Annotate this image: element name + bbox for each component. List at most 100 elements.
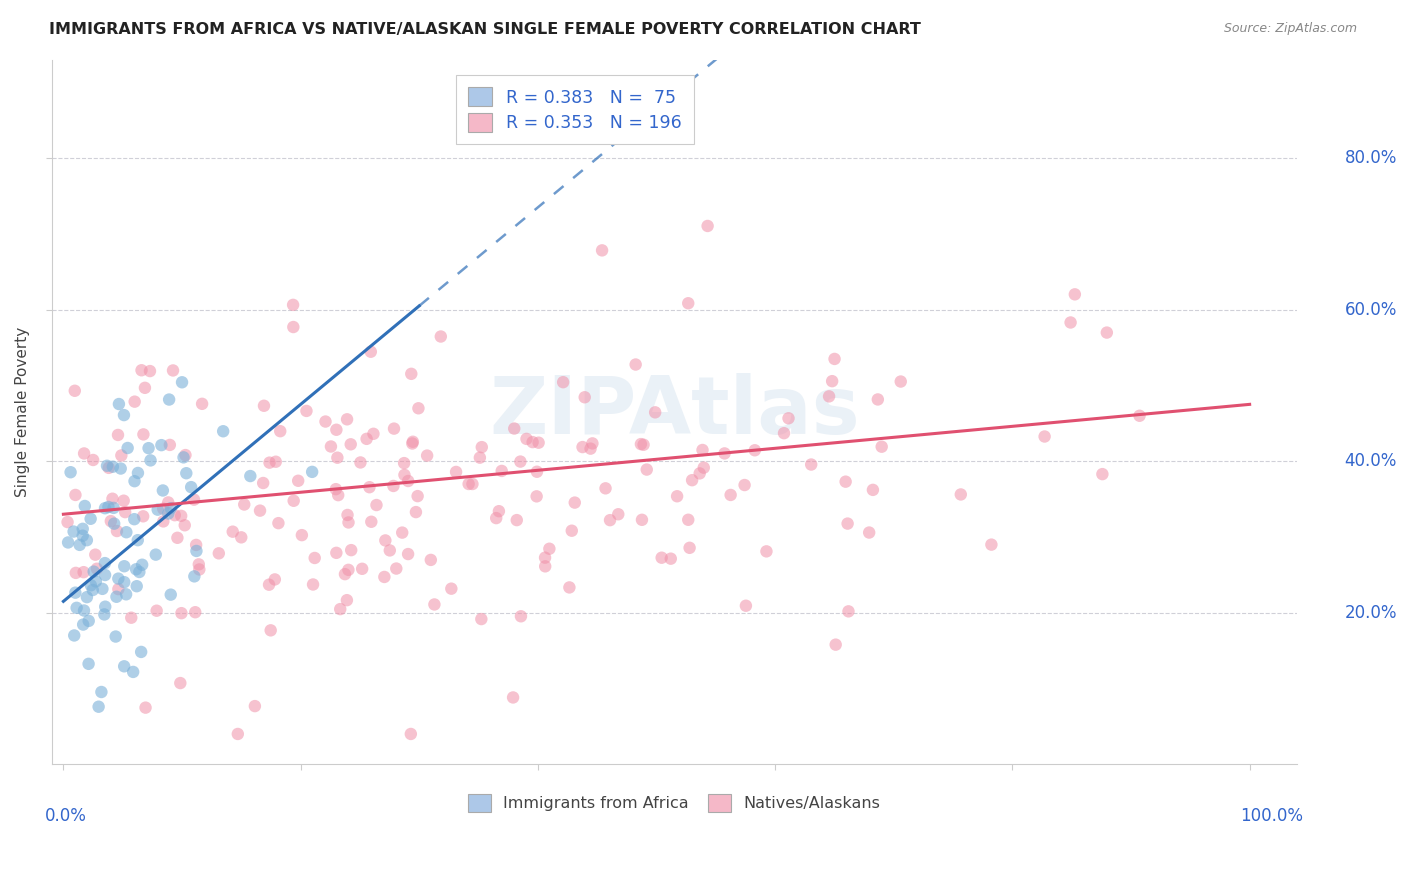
Point — [159, 438, 181, 452]
Point — [264, 455, 287, 469]
Point — [824, 351, 846, 366]
Point — [502, 690, 524, 705]
Point — [97, 461, 120, 475]
Point — [65, 585, 87, 599]
Point — [112, 575, 135, 590]
Point — [591, 244, 613, 258]
Point — [281, 298, 304, 312]
Point — [94, 556, 117, 570]
Point — [336, 412, 359, 426]
Point — [94, 568, 117, 582]
Point — [553, 375, 575, 389]
Point — [132, 509, 155, 524]
Point — [152, 501, 174, 516]
Point — [83, 565, 105, 579]
Point — [561, 524, 583, 538]
Point — [125, 562, 148, 576]
Point — [373, 570, 395, 584]
Point — [461, 477, 484, 491]
Point — [488, 504, 510, 518]
Point — [509, 454, 531, 468]
Point — [328, 488, 350, 502]
Point — [56, 535, 79, 549]
Point — [72, 617, 94, 632]
Point — [385, 561, 408, 575]
Point — [100, 514, 122, 528]
Point — [91, 582, 114, 596]
Point — [65, 488, 87, 502]
Point — [80, 578, 103, 592]
Point — [108, 397, 131, 411]
Point — [337, 516, 360, 530]
Point — [374, 533, 396, 548]
Point — [336, 593, 359, 607]
Point — [157, 507, 180, 521]
Point — [120, 610, 142, 624]
Point — [401, 367, 423, 381]
Point — [713, 446, 735, 460]
Point — [574, 390, 596, 404]
Point — [135, 700, 157, 714]
Point — [837, 604, 859, 618]
Point — [651, 550, 673, 565]
Point — [818, 389, 841, 403]
Point — [325, 546, 347, 560]
Point — [226, 727, 249, 741]
Point — [63, 384, 86, 398]
Text: 0.0%: 0.0% — [45, 806, 87, 824]
Point — [110, 449, 132, 463]
Point — [624, 358, 647, 372]
Point — [693, 460, 716, 475]
Point — [239, 469, 262, 483]
Point — [73, 446, 96, 460]
Point — [526, 489, 548, 503]
Point — [1091, 467, 1114, 482]
Point — [84, 548, 107, 562]
Point — [633, 438, 655, 452]
Point — [526, 465, 548, 479]
Point — [391, 525, 413, 540]
Point — [162, 363, 184, 377]
Point — [191, 397, 214, 411]
Point — [73, 603, 96, 617]
Point — [252, 475, 274, 490]
Point — [131, 558, 153, 572]
Point — [301, 465, 323, 479]
Point — [138, 441, 160, 455]
Point — [105, 590, 128, 604]
Text: Source: ZipAtlas.com: Source: ZipAtlas.com — [1223, 22, 1357, 36]
Point — [131, 363, 153, 377]
Point — [470, 612, 492, 626]
Point — [86, 562, 108, 576]
Point — [62, 524, 84, 539]
Point — [152, 483, 174, 498]
Point — [94, 599, 117, 614]
Point — [356, 432, 378, 446]
Point — [1128, 409, 1150, 423]
Y-axis label: Single Female Poverty: Single Female Poverty — [15, 326, 30, 497]
Point — [329, 602, 352, 616]
Point — [440, 582, 463, 596]
Point — [980, 538, 1002, 552]
Point — [326, 450, 349, 465]
Point — [107, 582, 129, 596]
Point — [363, 426, 385, 441]
Point — [103, 500, 125, 515]
Point — [267, 516, 290, 530]
Point — [101, 491, 124, 506]
Point — [72, 529, 94, 543]
Point — [127, 466, 149, 480]
Point — [416, 449, 439, 463]
Point — [166, 531, 188, 545]
Point — [107, 428, 129, 442]
Point — [360, 344, 382, 359]
Point — [183, 569, 205, 583]
Point — [76, 590, 98, 604]
Point — [152, 515, 174, 529]
Point — [63, 628, 86, 642]
Point — [263, 573, 285, 587]
Point — [579, 442, 602, 456]
Point — [396, 474, 419, 488]
Point — [157, 392, 180, 407]
Legend: Immigrants from Africa, Natives/Alaskans: Immigrants from Africa, Natives/Alaskans — [460, 787, 889, 820]
